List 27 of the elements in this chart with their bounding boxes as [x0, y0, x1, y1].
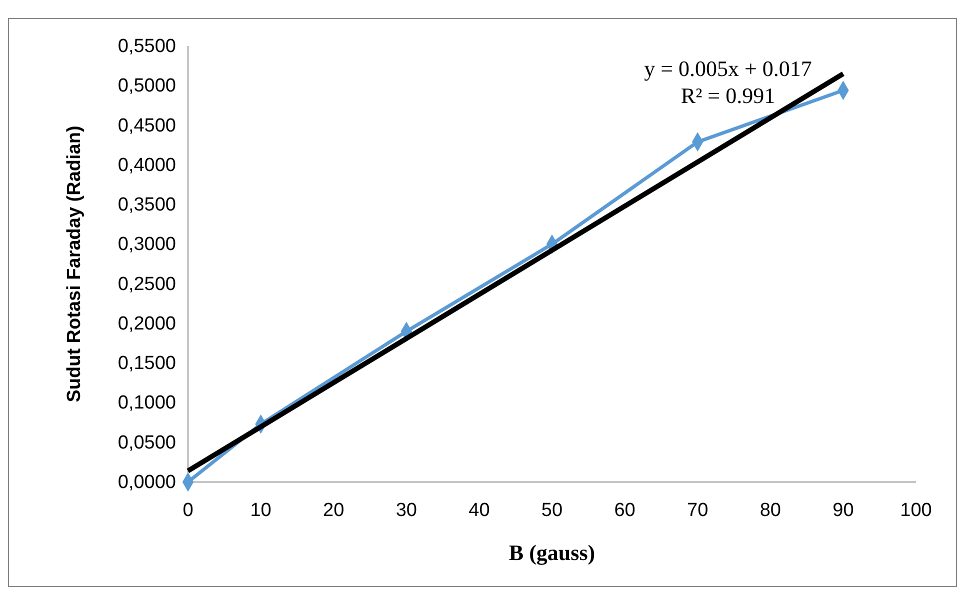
y-tick-label: 0,5500	[118, 36, 176, 57]
annotation: R² = 0.991	[680, 83, 776, 108]
x-tick-label: 20	[323, 500, 344, 521]
y-tick-label: 0,0500	[118, 432, 176, 454]
x-tick-label: 100	[900, 500, 932, 521]
x-tick-label: 40	[468, 500, 490, 521]
y-tick-label: 0,4000	[118, 154, 176, 176]
x-axis-title: B (gauss)	[508, 540, 596, 565]
x-tick-label: 50	[541, 500, 563, 521]
x-tick-label: 70	[687, 500, 708, 521]
y-tick-label: 0,5000	[118, 76, 176, 97]
x-tick-label: 60	[614, 500, 636, 521]
y-tick-label: 0,3000	[118, 234, 176, 256]
x-tick-label: 0	[182, 500, 194, 521]
y-tick-label: 0,4500	[118, 115, 176, 136]
y-tick-label: 0,3500	[118, 194, 176, 216]
y-tick-label: 0,1500	[118, 353, 176, 374]
x-tick-label: 90	[832, 500, 854, 521]
x-tick-label: 80	[760, 500, 781, 521]
y-axis-title: Sudut Rotasi Faraday (Radian)	[64, 126, 85, 402]
annotation: y = 0.005x + 0.017	[644, 56, 812, 81]
y-tick-label: 0,1000	[118, 392, 176, 414]
x-tick-label: 30	[396, 500, 417, 521]
y-tick-label: 0,0000	[118, 472, 176, 493]
x-tick-label: 10	[250, 500, 272, 521]
y-tick-label: 0,2500	[118, 274, 176, 295]
y-tick-label: 0,2000	[118, 313, 176, 334]
